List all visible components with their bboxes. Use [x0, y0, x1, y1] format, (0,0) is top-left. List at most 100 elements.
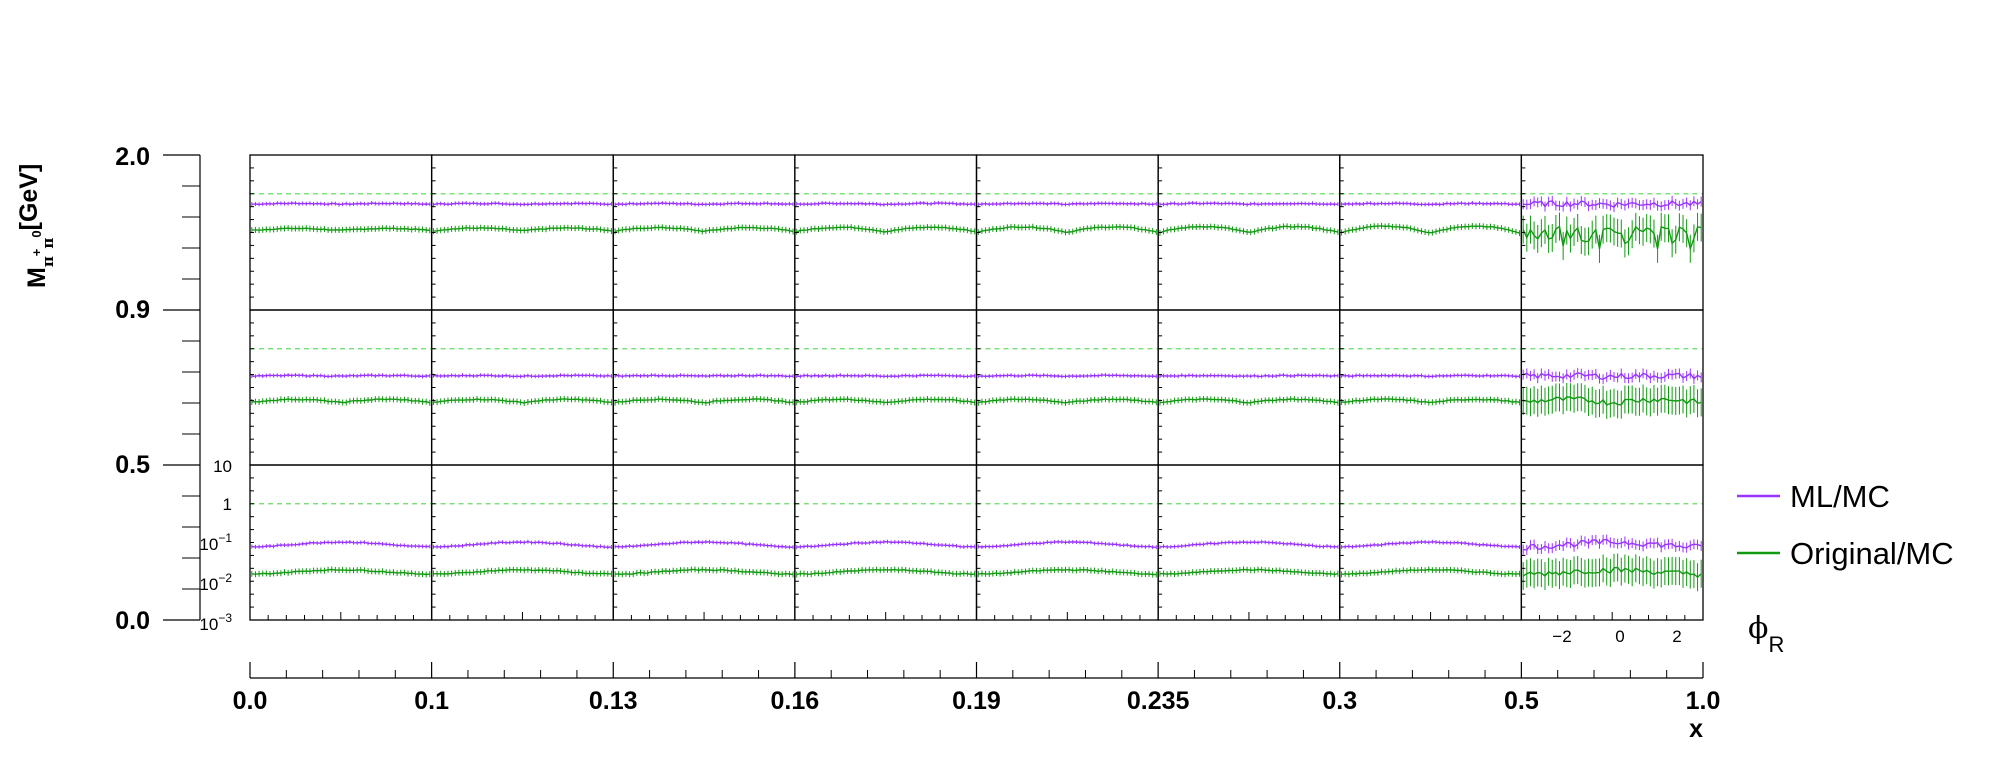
panel-frame: [249, 154, 433, 311]
series-ml-line: [796, 202, 975, 206]
series-original-points: [1159, 223, 1339, 236]
series-original-line: [251, 398, 431, 404]
legend: ML/MC Original/MC: [1737, 479, 1954, 571]
outer-x-axis: [249, 662, 1704, 679]
panel-r1-c0: [249, 309, 433, 466]
series-original-line: [433, 568, 612, 575]
panel-r1-c5: [1157, 309, 1341, 466]
legend-label-ml: ML/MC: [1790, 479, 1890, 514]
y-tick-label-2.0: 2.0: [115, 143, 150, 171]
series-original-points: [432, 566, 612, 578]
series-original-line: [796, 398, 975, 404]
panel-frame: [1157, 309, 1341, 466]
series-original-line: [1523, 396, 1702, 406]
panel-r1-c4: [975, 309, 1159, 466]
phi-tick-minus2: −2: [1552, 627, 1571, 646]
series-ml-points: [1522, 195, 1702, 213]
series-ml-line: [1159, 541, 1338, 548]
series-original-line: [1159, 568, 1339, 576]
series-original-points: [614, 224, 794, 235]
y-title-sub2: π: [39, 238, 57, 249]
phi-tick-2: 2: [1672, 627, 1681, 646]
y-title-main: M: [23, 267, 51, 288]
inner-y-tick-1e-1: 10−1: [199, 531, 232, 554]
series-original-points: [1341, 222, 1521, 237]
series-ml-points: [1159, 200, 1339, 207]
panel-r2-c3: [794, 464, 978, 621]
outer-y-axis: [163, 154, 201, 621]
series-ml-points: [251, 539, 431, 549]
series-original-line: [1341, 398, 1520, 404]
panel-r0-c3: [794, 154, 978, 311]
inner-y-tick-1e-2: 10−2: [199, 571, 232, 594]
x-tick-label: 0.19: [952, 687, 1001, 715]
panel-r0-c5: [1157, 154, 1341, 311]
y-title-sup1: +: [29, 248, 44, 256]
panel-r0-c6: [1339, 154, 1523, 311]
series-ml-line: [978, 541, 1157, 548]
series-original-points: [977, 396, 1157, 406]
panel-frame: [612, 154, 796, 311]
series-ml-line: [1159, 374, 1338, 378]
series-ml-points: [614, 200, 794, 207]
series-ml-line: [796, 374, 975, 378]
inner-y-axis-labels: 10 1 10−1 10−2 10−3: [199, 457, 232, 634]
series-ml-points: [432, 539, 612, 550]
series-original-points: [796, 396, 976, 406]
x-tick-label: 0.0: [233, 687, 268, 715]
panel-frame: [249, 309, 433, 466]
inner-y-tick-10: 10: [213, 457, 232, 476]
series-original-points: [614, 395, 794, 406]
series-ml-points: [1522, 534, 1702, 555]
x-axis-title: x: [1689, 715, 1703, 743]
series-original-line: [614, 398, 794, 404]
legend-label-original: Original/MC: [1790, 536, 1954, 571]
y-tick-label-0.9: 0.9: [115, 296, 150, 324]
series-original-points: [1341, 395, 1521, 406]
panel-r0-c1: [430, 154, 614, 311]
panel-r0-c2: [612, 154, 796, 311]
series-original-line: [796, 226, 975, 233]
panel-r1-c6: [1339, 309, 1523, 466]
series-ml-points: [977, 539, 1157, 550]
x-tick-label: 1.0: [1686, 687, 1721, 715]
series-ml-line: [1523, 538, 1702, 551]
series-original-line: [615, 568, 794, 576]
x-tick-label: 0.13: [589, 687, 638, 715]
y-title-unit: [GeV]: [15, 164, 43, 231]
series-original-points: [1159, 395, 1339, 406]
x-tick-label: 0.3: [1322, 687, 1357, 715]
panel-r2-c7: [1520, 464, 1704, 621]
series-ml-line: [796, 540, 975, 548]
series-ml-line: [615, 541, 794, 548]
series-original-line: [1522, 225, 1702, 252]
panel-r1-c2: [612, 309, 796, 466]
series-original-points: [796, 566, 976, 578]
series-original-line: [251, 568, 430, 576]
panel-r2-c0: [249, 464, 433, 621]
series-original-line: [796, 568, 975, 576]
svg-text:Mπ+π0[GeV]: Mπ+π0[GeV]: [15, 164, 57, 288]
x-tick-label: 0.5: [1504, 687, 1539, 715]
y-axis-title: Mπ+π0[GeV]: [15, 164, 57, 288]
series-original-points: [251, 395, 431, 406]
phi-tick-0: 0: [1615, 627, 1624, 646]
panel-frame: [430, 309, 614, 466]
series-original-points: [1341, 566, 1521, 578]
panel-r0-c0: [249, 154, 433, 311]
series-original-line: [251, 227, 430, 232]
panel-r0-c7: [1520, 154, 1704, 311]
phi-axis-title: ϕR: [1748, 611, 1784, 657]
series-original-points: [796, 224, 976, 235]
panel-r0-c4: [975, 154, 1159, 311]
series-ml-points: [614, 539, 794, 550]
panel-frame: [1339, 309, 1523, 466]
series-ml-line: [1341, 540, 1520, 548]
series-ml-points: [1341, 539, 1521, 550]
panel-r2-c2: [612, 464, 796, 621]
panel-frame: [1520, 464, 1704, 621]
series-original-line: [978, 398, 1157, 404]
x-tick-label: 0.235: [1127, 687, 1190, 715]
panel-frame: [794, 309, 978, 466]
